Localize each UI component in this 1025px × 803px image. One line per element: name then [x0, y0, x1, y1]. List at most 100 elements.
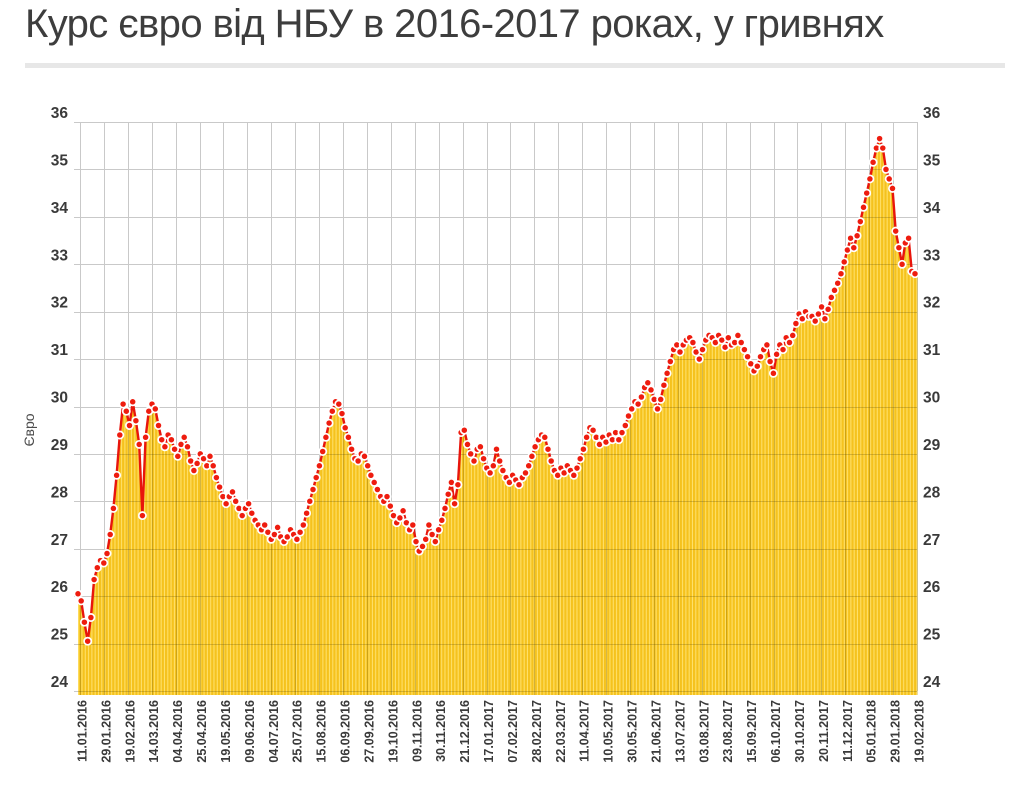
data-point[interactable]	[823, 304, 833, 314]
data-point[interactable]	[514, 480, 524, 490]
data-point[interactable]	[150, 404, 160, 414]
data-point[interactable]	[788, 330, 798, 340]
data-point[interactable]	[849, 243, 859, 253]
data-point[interactable]	[86, 613, 96, 622]
data-point[interactable]	[495, 456, 505, 466]
data-point[interactable]	[366, 470, 376, 480]
data-point[interactable]	[430, 537, 440, 547]
data-point[interactable]	[865, 174, 875, 184]
data-point[interactable]	[521, 468, 530, 478]
data-point[interactable]	[588, 425, 598, 435]
data-point[interactable]	[862, 188, 872, 198]
data-point[interactable]	[327, 406, 337, 416]
data-point[interactable]	[498, 466, 508, 475]
data-point[interactable]	[418, 541, 427, 551]
data-point[interactable]	[347, 444, 357, 454]
data-point[interactable]	[875, 134, 885, 144]
data-point[interactable]	[179, 432, 189, 442]
data-point[interactable]	[768, 368, 778, 378]
data-point[interactable]	[469, 456, 479, 466]
data-point[interactable]	[736, 338, 746, 347]
data-point[interactable]	[125, 421, 134, 430]
data-point[interactable]	[743, 352, 753, 362]
data-point[interactable]	[884, 174, 894, 184]
data-point[interactable]	[308, 485, 318, 494]
data-point[interactable]	[115, 430, 125, 440]
data-point[interactable]	[221, 499, 231, 509]
data-point[interactable]	[273, 522, 283, 532]
data-point[interactable]	[137, 511, 147, 521]
data-point[interactable]	[897, 259, 907, 269]
data-point[interactable]	[765, 357, 775, 366]
data-point[interactable]	[434, 525, 444, 535]
data-point[interactable]	[656, 394, 666, 404]
data-point[interactable]	[398, 506, 408, 516]
data-point[interactable]	[183, 442, 192, 452]
data-point[interactable]	[756, 352, 765, 362]
data-point[interactable]	[314, 461, 324, 471]
data-point[interactable]	[160, 442, 170, 452]
data-point[interactable]	[92, 563, 102, 573]
data-point[interactable]	[83, 636, 93, 646]
data-point[interactable]	[427, 530, 437, 539]
data-point[interactable]	[121, 406, 131, 416]
data-point[interactable]	[739, 345, 749, 355]
data-point[interactable]	[382, 492, 392, 502]
data-point[interactable]	[492, 444, 501, 454]
data-point[interactable]	[170, 444, 180, 454]
data-point[interactable]	[102, 549, 112, 558]
data-point[interactable]	[578, 444, 588, 454]
data-point[interactable]	[343, 432, 353, 442]
data-point[interactable]	[694, 354, 704, 364]
data-point[interactable]	[785, 338, 794, 347]
data-point[interactable]	[646, 385, 656, 395]
data-point[interactable]	[334, 399, 344, 409]
data-point[interactable]	[881, 164, 891, 174]
data-point[interactable]	[166, 435, 176, 445]
data-point[interactable]	[360, 451, 369, 461]
data-point[interactable]	[295, 527, 305, 537]
data-point[interactable]	[723, 333, 733, 343]
data-point[interactable]	[134, 439, 144, 449]
data-point[interactable]	[105, 530, 115, 539]
data-point[interactable]	[675, 347, 685, 357]
data-point[interactable]	[543, 444, 553, 454]
data-point[interactable]	[463, 439, 472, 449]
data-point[interactable]	[73, 589, 83, 599]
data-point[interactable]	[440, 503, 450, 513]
data-point[interactable]	[762, 340, 772, 350]
data-point[interactable]	[89, 575, 99, 585]
data-point[interactable]	[118, 399, 128, 409]
data-point[interactable]	[479, 454, 489, 464]
data-point[interactable]	[76, 596, 86, 606]
data-point[interactable]	[488, 461, 498, 471]
data-point[interactable]	[395, 513, 405, 523]
data-point[interactable]	[311, 473, 321, 483]
data-point[interactable]	[302, 508, 312, 518]
data-point[interactable]	[189, 466, 199, 475]
data-point[interactable]	[369, 477, 379, 487]
data-point[interactable]	[424, 520, 434, 530]
data-point[interactable]	[437, 515, 447, 525]
data-point[interactable]	[904, 233, 914, 243]
data-point[interactable]	[443, 489, 453, 499]
data-point[interactable]	[192, 458, 202, 468]
data-point[interactable]	[208, 461, 218, 471]
data-point[interactable]	[244, 499, 254, 509]
data-point[interactable]	[363, 461, 373, 471]
data-point[interactable]	[833, 278, 843, 288]
data-point[interactable]	[572, 463, 582, 473]
data-point[interactable]	[215, 482, 225, 492]
data-point[interactable]	[569, 470, 579, 480]
data-point[interactable]	[826, 292, 836, 302]
data-point[interactable]	[411, 537, 421, 547]
data-point[interactable]	[321, 432, 331, 442]
data-point[interactable]	[888, 183, 897, 193]
data-point[interactable]	[466, 449, 476, 459]
data-point[interactable]	[772, 349, 782, 359]
data-point[interactable]	[157, 435, 167, 445]
data-point[interactable]	[173, 451, 183, 461]
data-point[interactable]	[372, 485, 382, 494]
data-point[interactable]	[662, 368, 672, 378]
data-point[interactable]	[292, 534, 302, 544]
